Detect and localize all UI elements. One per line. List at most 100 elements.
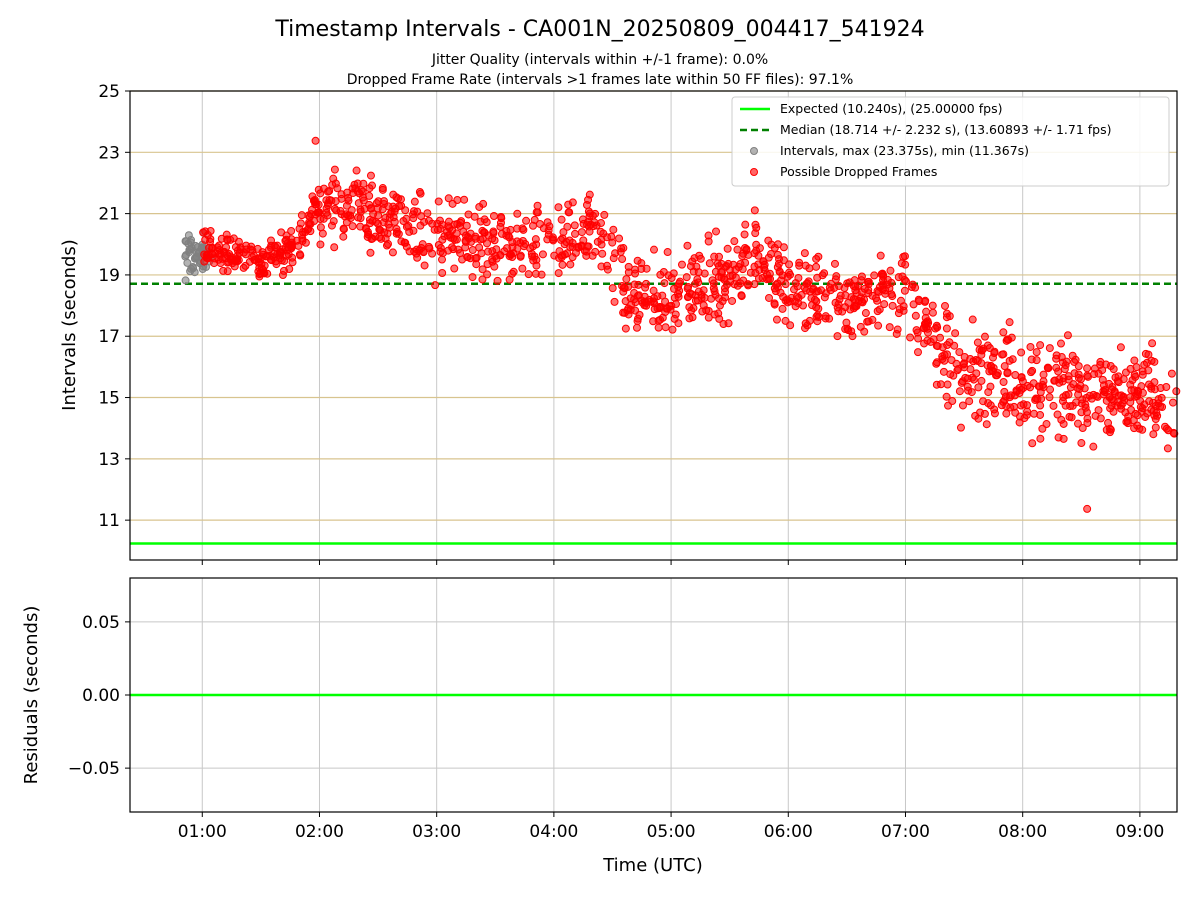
dropped-frame-point <box>650 305 659 314</box>
dropped-frame-point <box>434 240 443 249</box>
dropped-frame-point <box>888 301 897 310</box>
dropped-frame-point <box>814 304 823 313</box>
chart-subtitle-dropped: Dropped Frame Rate (intervals >1 frames … <box>347 72 854 88</box>
interval-point <box>185 246 194 255</box>
dropped-frame-point <box>1027 368 1036 377</box>
dropped-frame-point <box>697 294 706 303</box>
dropped-frame-point <box>868 315 877 324</box>
dropped-frame-point <box>550 251 559 260</box>
dropped-frame-point <box>371 232 380 241</box>
dropped-frame-point <box>949 371 958 380</box>
dropped-frame-point <box>533 201 542 210</box>
residuals-y-tick-label: −0.05 <box>68 759 120 779</box>
dropped-frame-point <box>849 282 858 291</box>
dropped-frame-point <box>489 227 498 236</box>
dropped-frame-point <box>584 207 593 216</box>
intervals-y-tick-label: 13 <box>98 450 120 470</box>
dropped-frame-point <box>360 204 369 213</box>
dropped-frame-point <box>873 307 882 316</box>
intervals-y-tick-label: 15 <box>98 389 120 409</box>
dropped-frame-point <box>906 333 915 342</box>
dropped-frame-point <box>444 194 453 203</box>
dropped-frame-point <box>367 204 376 213</box>
dropped-frame-point <box>973 338 982 347</box>
dropped-frame-point <box>1126 398 1135 407</box>
dropped-frame-point <box>355 189 364 198</box>
dropped-frame-point <box>548 235 557 244</box>
dropped-frame-point <box>641 283 650 292</box>
dropped-frame-point <box>1154 399 1163 408</box>
dropped-frame-point <box>359 179 368 188</box>
dropped-frame-point <box>690 254 699 263</box>
dropped-frame-point <box>1038 381 1047 390</box>
dropped-frame-point <box>832 272 841 281</box>
dropped-frame-point <box>496 222 505 231</box>
dropped-frame-point <box>1107 395 1116 404</box>
dropped-frame-point <box>818 271 827 280</box>
dropped-frame-point <box>1032 356 1041 365</box>
dropped-frame-point <box>955 387 964 396</box>
dropped-frame-point <box>558 260 567 269</box>
dropped-frame-point <box>779 243 788 252</box>
dropped-frame-point <box>956 423 965 432</box>
dropped-frame-point <box>1167 369 1176 378</box>
dropped-frame-point <box>901 277 910 286</box>
dropped-frame-point <box>482 218 491 227</box>
dropped-frame-point <box>529 256 538 265</box>
dropped-frame-point <box>759 257 768 266</box>
dropped-frame-point <box>592 221 601 230</box>
dropped-frame-point <box>864 277 873 286</box>
dropped-frame-point <box>1036 434 1045 443</box>
dropped-frame-point <box>669 269 678 278</box>
dropped-frame-point <box>206 237 215 246</box>
x-tick-label: 07:00 <box>881 822 930 842</box>
dropped-frame-point <box>659 267 668 276</box>
dropped-frame-point <box>670 314 679 323</box>
dropped-frame-point <box>508 253 517 262</box>
dropped-frame-point <box>571 229 580 238</box>
dropped-frame-point <box>513 209 522 218</box>
dropped-frame-point <box>849 304 858 313</box>
dropped-frame-point <box>982 420 991 429</box>
dropped-frame-point <box>838 307 847 316</box>
dropped-frame-point <box>634 280 643 289</box>
dropped-frame-point <box>319 184 328 193</box>
dropped-frame-point <box>456 249 465 258</box>
dropped-frame-point <box>513 224 522 233</box>
residuals-x-ticks: 01:00 02:00 03:00 04:00 05:00 06:00 07:00 08:00… <box>178 812 1164 842</box>
dropped-frame-point <box>704 237 713 246</box>
dropped-frame-point <box>932 359 941 368</box>
dropped-frame-point <box>410 247 419 256</box>
dropped-frame-point <box>968 315 977 324</box>
dropped-frame-point <box>1043 363 1052 372</box>
dropped-frame-point <box>436 224 445 233</box>
dropped-frame-point <box>483 270 492 279</box>
dropped-frame-point <box>712 227 721 236</box>
intervals-y-tick-label: 23 <box>98 143 120 163</box>
x-tick-label: 09:00 <box>1115 822 1164 842</box>
dropped-frame-point <box>1170 429 1179 438</box>
dropped-frame-point <box>893 325 902 334</box>
dropped-frame-point <box>1036 341 1045 350</box>
dropped-frame-point <box>1072 398 1081 407</box>
dropped-frame-point <box>564 208 573 217</box>
dropped-frame-point <box>558 234 567 243</box>
dropped-frame-point <box>854 296 863 305</box>
dropped-frame-point <box>585 227 594 236</box>
dropped-frame-point <box>943 380 952 389</box>
dropped-frame-point <box>563 222 572 231</box>
dropped-frame-point <box>1153 411 1162 420</box>
x-tick-label: 04:00 <box>529 822 578 842</box>
dropped-frame-point <box>287 227 296 236</box>
dropped-frame-point <box>1074 374 1083 383</box>
dropped-frame-point <box>277 256 286 265</box>
dropped-frame-point <box>1084 372 1093 381</box>
dropped-frame-point <box>1083 414 1092 423</box>
dropped-frame-point <box>984 388 993 397</box>
dropped-frame-point <box>874 321 883 330</box>
dropped-frame-point <box>490 262 499 271</box>
dropped-frame-point <box>812 297 821 306</box>
dropped-frame-point <box>938 354 947 363</box>
x-tick-label: 06:00 <box>764 822 813 842</box>
dropped-frame-point <box>378 205 387 214</box>
